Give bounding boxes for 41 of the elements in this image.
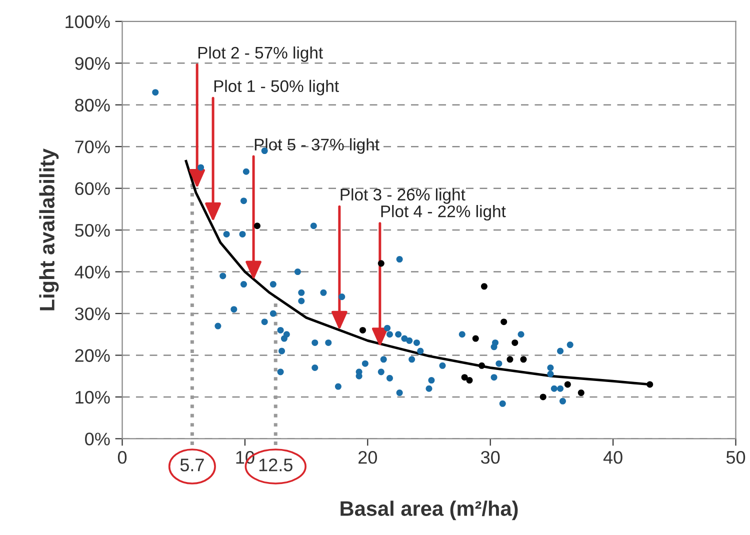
y-tick-label: 60% — [75, 182, 110, 196]
y-tick-label: 10% — [76, 390, 110, 404]
y-tick-label: 50% — [75, 224, 110, 237]
y-axis-title: Light availability — [39, 148, 59, 310]
ref-line-label: 12.5 — [259, 458, 292, 472]
point — [578, 390, 584, 396]
point — [461, 374, 468, 381]
ref-line-label: 5.7 — [180, 458, 204, 472]
x-tick-label: 20 — [358, 450, 377, 464]
annotation: Plot 2 - 57% light — [198, 46, 323, 62]
x-axis-title: Basal area (m²/ha) — [340, 500, 518, 520]
point — [359, 326, 366, 334]
point — [480, 283, 488, 290]
y-tick-label: 30% — [74, 307, 110, 320]
point — [512, 339, 518, 346]
point — [472, 335, 479, 342]
y-tick-label: 40% — [74, 266, 110, 278]
point — [478, 362, 486, 369]
annotation: Plot 5 - 37% light — [254, 138, 380, 154]
point — [520, 356, 527, 363]
y-tick-label: 80% — [75, 98, 110, 112]
point — [254, 222, 260, 230]
point — [506, 356, 514, 363]
point — [564, 381, 571, 388]
y-tick-label: 20% — [75, 349, 110, 362]
annotation: Plot 3 - 26% light — [340, 188, 466, 204]
x-tick-label: 0 — [118, 450, 127, 464]
x-tick-label: 40 — [603, 450, 622, 464]
annotation: Plot 1 - 50% light — [214, 80, 339, 96]
x-tick-label: 30 — [481, 450, 500, 464]
point — [500, 318, 508, 326]
x-tick-label: 50 — [726, 450, 746, 464]
y-tick-label: 100% — [66, 15, 110, 28]
point — [378, 260, 384, 267]
point — [540, 394, 546, 400]
point — [646, 381, 654, 388]
point — [466, 377, 473, 384]
annotation: Plot 4 - 22% light — [381, 205, 506, 221]
y-tick-label: 90% — [75, 57, 110, 70]
y-tick-label: 70% — [75, 140, 110, 154]
y-tick-label: 0% — [85, 432, 110, 446]
